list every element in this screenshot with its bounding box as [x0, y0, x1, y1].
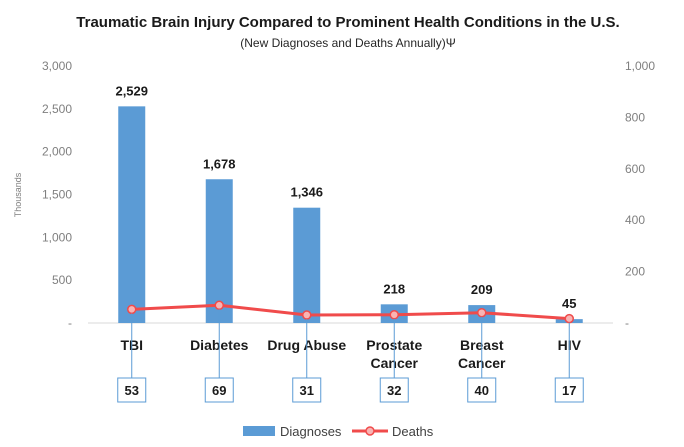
legend-label-deaths: Deaths	[392, 424, 434, 439]
left-tick-label: 500	[52, 273, 72, 287]
deaths-value-label: 31	[300, 383, 314, 398]
right-tick-label: 400	[625, 213, 645, 227]
right-tick-label: 1,000	[625, 59, 655, 73]
bar-value-label: 1,678	[203, 156, 236, 171]
deaths-point	[214, 300, 224, 311]
deaths-value-label: 69	[212, 383, 226, 398]
left-tick-label: 3,000	[42, 59, 72, 73]
left-tick-label: 2,000	[42, 145, 72, 159]
legend-swatch-diagnoses	[243, 426, 275, 436]
deaths-point	[127, 304, 137, 315]
deaths-point	[564, 313, 574, 324]
deaths-value-label: 32	[387, 383, 401, 398]
legend-label-diagnoses: Diagnoses	[280, 424, 342, 439]
deaths-data-labels: 53 69 31 32 40 17	[117, 309, 584, 403]
bar-value-label: 218	[383, 281, 405, 296]
left-tick-label: -	[68, 316, 72, 330]
deaths-label-box	[117, 377, 147, 403]
bar	[118, 106, 146, 323]
deaths-point	[477, 307, 487, 318]
right-tick-label: 800	[625, 110, 645, 124]
legend: Diagnoses Deaths	[243, 424, 434, 439]
deaths-label-box	[554, 377, 584, 403]
category-labels: TBI Diabetes Drug Abuse ProstateCancerBreas…	[120, 337, 581, 371]
chart-title: Traumatic Brain Injury Compared to Promi…	[76, 14, 619, 31]
right-tick-label: 600	[625, 162, 645, 176]
deaths-label-box	[379, 377, 409, 403]
deaths-value-label: 40	[475, 383, 489, 398]
right-tick-label: 200	[625, 265, 645, 279]
legend-swatch-deaths-marker	[365, 426, 375, 436]
deaths-label-box	[204, 377, 234, 403]
line-series	[127, 300, 574, 324]
deaths-label-box	[292, 377, 322, 403]
bar	[293, 207, 321, 323]
deaths-point	[389, 310, 399, 320]
y-axis-label: Thousands	[13, 172, 23, 217]
deaths-value-label: 53	[125, 383, 139, 398]
left-axis: - 500 1,000 1,500 2,000 2,500 3,000	[42, 59, 72, 330]
bar	[205, 179, 233, 323]
deaths-value-label: 17	[562, 383, 576, 398]
right-tick-label: -	[625, 316, 629, 330]
bar-value-label: 2,529	[115, 83, 148, 98]
right-axis: - 200 400 600 800 1,000	[625, 59, 655, 330]
deaths-label-box	[467, 377, 497, 403]
deaths-line	[131, 303, 570, 321]
chart-subtitle: (New Diagnoses and Deaths Annually)Ψ	[240, 36, 455, 50]
left-tick-label: 1,000	[42, 230, 72, 244]
deaths-point	[302, 310, 312, 320]
left-tick-label: 2,500	[42, 102, 72, 116]
bar-value-label: 45	[562, 296, 576, 311]
left-tick-label: 1,500	[42, 188, 72, 202]
bar-series	[118, 106, 583, 323]
bar-value-label: 1,346	[290, 185, 323, 200]
bar-data-labels: 2,529 1,678 1,346 218 209 45	[115, 83, 576, 311]
bar-value-label: 209	[471, 282, 493, 297]
